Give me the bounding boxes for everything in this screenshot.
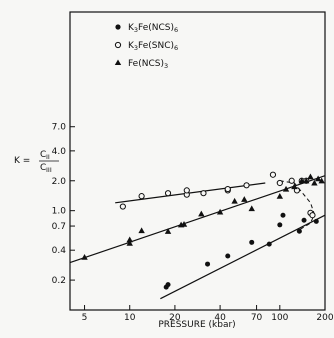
legend-3-a: Fe(NCS)	[128, 59, 164, 69]
marker-series-2-3	[164, 190, 172, 197]
marker-series-2-11	[276, 179, 283, 187]
marker-series-2-6	[200, 190, 207, 197]
x-tick-label-70: 70	[251, 313, 263, 323]
marker-series-3-4	[138, 227, 145, 234]
marker-series-2-12	[288, 177, 295, 184]
marker-series-1-10	[301, 217, 307, 223]
marker-series-3-10	[231, 197, 238, 204]
marker-series-2-1	[119, 203, 126, 210]
marker-series-1-5	[249, 239, 255, 245]
svg-text:Fe(NCS)3: Fe(NCS)3	[128, 59, 168, 70]
marker-series-3-1	[81, 254, 88, 260]
legend-entry-k3fe-ncs6: K3Fe(NCS)6	[115, 23, 178, 34]
svg-text:K3Fe(NCS)6: K3Fe(NCS)6	[128, 23, 178, 34]
legend-1-b: Fe(NCS)	[138, 23, 174, 33]
y-label-k: K =	[14, 156, 30, 166]
marker-series-1-12	[313, 218, 319, 224]
marker-series-3-14	[282, 185, 290, 192]
marker-series-1-6	[266, 241, 272, 247]
x-tick-label-40: 40	[214, 313, 226, 323]
marker-series-2-10	[269, 171, 277, 178]
legend-entry-fe-ncs3: Fe(NCS)3	[114, 59, 168, 70]
axis-ticks: 5 10 20 40 70 100 200 0.2 0.4 0.7 1.0 2.0 4.0 7.0	[52, 123, 334, 323]
legend-1-a: K	[128, 23, 135, 33]
dashed-transition-curve	[279, 180, 315, 232]
fit-line-series-2	[115, 182, 266, 204]
marker-series-3-7	[180, 221, 188, 227]
legend-3-a-sub: 3	[164, 62, 168, 70]
legend-2-b-sub: 6	[174, 44, 178, 52]
marker-series-2-17	[309, 212, 316, 219]
x-axis-label: PRESSURE (kbar)	[158, 320, 235, 330]
fit-line-series-1	[160, 214, 326, 300]
x-tick-label-10: 10	[124, 313, 136, 323]
marker-series-3-20	[314, 175, 322, 182]
marker-series-2-13	[293, 187, 301, 194]
marker-series-3-13	[276, 192, 284, 199]
y-tick-label-4: 4.0	[52, 147, 67, 157]
marker-series-1-3	[205, 261, 211, 267]
y-tick-label-2: 2.0	[52, 177, 67, 187]
legend-1-a-sub: 3	[134, 26, 138, 34]
legend: K3Fe(NCS)6 K3Fe(SNC)6 Fe(NCS)3	[114, 23, 178, 70]
marker-series-3-11	[241, 196, 248, 202]
x-tick-label-100: 100	[271, 313, 288, 323]
marker-series-2-2	[138, 193, 145, 200]
marker-series-1-4	[225, 253, 231, 259]
y-label-num-sub: II	[46, 153, 50, 161]
legend-2-a: K	[128, 41, 135, 51]
marker-series-3-2	[126, 240, 133, 246]
marker-series-3-21	[318, 177, 325, 184]
marker-series-3-17	[303, 177, 310, 184]
y-tick-label-7: 7.0	[52, 123, 67, 133]
y-label-den-sub: III	[46, 166, 52, 174]
marker-series-3-9	[216, 208, 224, 215]
marker-series-2-8	[224, 185, 231, 193]
marker-series-3-16	[298, 177, 305, 184]
svg-text:K3Fe(SNC)6: K3Fe(SNC)6	[128, 41, 178, 52]
marker-series-3-15	[291, 183, 298, 190]
marker-series-1-2	[165, 282, 171, 288]
x-tick-label-200: 200	[316, 313, 333, 323]
marker-series-3-19	[311, 179, 318, 186]
y-label-num: C	[40, 150, 46, 160]
fit-lines	[69, 175, 326, 300]
y-tick-label-0.4: 0.4	[52, 246, 67, 256]
marker-series-3-3	[126, 236, 133, 243]
y-tick-label-1: 1.0	[52, 207, 67, 217]
legend-entry-k3fe-snc6: K3Fe(SNC)6	[114, 41, 178, 52]
x-tick-label-20: 20	[169, 313, 181, 323]
y-axis-label: K = C II C III	[14, 150, 59, 174]
marker-series-3-12	[248, 205, 255, 212]
y-tick-label-0.7: 0.7	[52, 222, 66, 232]
marker-series-3-8	[198, 210, 205, 217]
y-tick-label-0.2: 0.2	[52, 276, 66, 286]
marker-series-1-8	[280, 212, 286, 218]
legend-2-a-sub: 3	[134, 44, 138, 52]
y-label-den: C	[40, 163, 46, 173]
data-markers	[81, 171, 325, 290]
marker-series-2-9	[243, 182, 250, 189]
plot-frame	[69, 11, 326, 311]
marker-series-3-18	[307, 173, 314, 180]
marker-series-1-9	[296, 228, 302, 234]
marker-series-3-5	[164, 228, 172, 234]
legend-1-b-sub: 6	[174, 26, 178, 34]
marker-series-2-5	[183, 187, 190, 194]
legend-2-b: Fe(SNC)	[138, 41, 174, 51]
fit-line-series-3	[69, 175, 326, 264]
x-tick-label-5: 5	[82, 313, 88, 323]
marker-series-1-7	[277, 222, 283, 228]
